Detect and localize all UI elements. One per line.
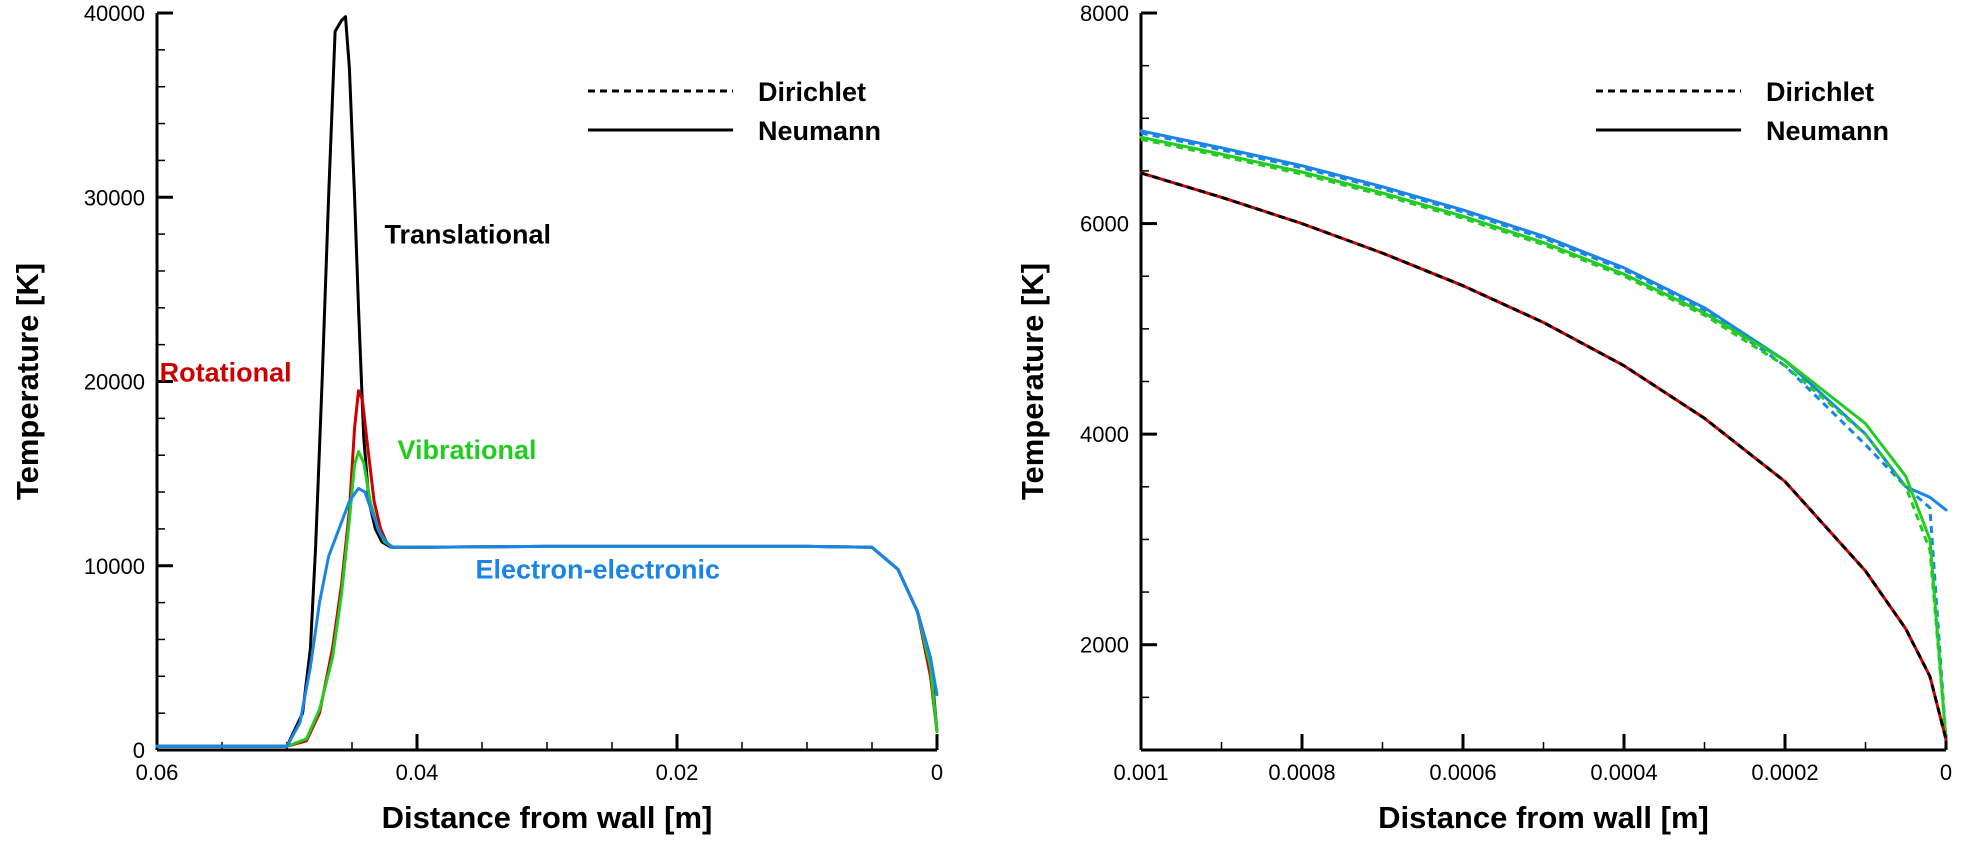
left-y-axis-title: Temperature [K] bbox=[10, 263, 45, 500]
right-x-tick-label: 0.0002 bbox=[1751, 760, 1818, 785]
right-x-tick-label: 0.001 bbox=[1113, 760, 1168, 785]
left-legend-label-neumann: Neumann bbox=[758, 116, 881, 146]
left-panel-chart: 0.06 0.04 0.02 0 0 10000 20000 30000 40000 Distan… bbox=[10, 1, 943, 835]
left-legend-label-dirichlet: Dirichlet bbox=[758, 77, 866, 107]
right-legend: Dirichlet Neumann bbox=[1596, 77, 1889, 146]
left-series-electron-electronic bbox=[155, 486, 939, 748]
right-series-electron-electronic-dirichlet bbox=[1140, 131, 1948, 740]
right-x-tick-label: 0 bbox=[1940, 760, 1952, 785]
right-panel-chart: 0.001 0.0008 0.0006 0.0004 0.0002 0 2000 4000 60… bbox=[1015, 1, 1952, 835]
left-y-tick-label: 0 bbox=[133, 738, 145, 763]
left-y-tick-label: 20000 bbox=[84, 370, 145, 395]
left-legend: Dirichlet Neumann bbox=[588, 77, 881, 146]
right-x-tick-label: 0.0006 bbox=[1429, 760, 1496, 785]
left-annotation-translational: Translational bbox=[385, 219, 552, 249]
right-series-electron-electronic-neumann bbox=[1139, 129, 1948, 512]
right-series-translational-rotational-dirichlet bbox=[1140, 171, 1948, 740]
right-legend-label-neumann: Neumann bbox=[1766, 116, 1889, 146]
left-annotation-vibrational: Vibrational bbox=[398, 435, 537, 465]
left-y-tick-label: 30000 bbox=[84, 185, 145, 210]
right-x-tick-label: 0.0008 bbox=[1268, 760, 1335, 785]
left-x-tick-label: 0 bbox=[931, 760, 943, 785]
left-x-axis-title: Distance from wall [m] bbox=[382, 800, 713, 835]
right-series-translational-rotational-neumann bbox=[1139, 171, 1948, 741]
left-x-tick-label: 0.02 bbox=[656, 760, 699, 785]
right-x-axis-title: Distance from wall [m] bbox=[1378, 800, 1709, 835]
right-y-tick-label: 2000 bbox=[1080, 633, 1129, 658]
left-series-vibrational bbox=[155, 450, 939, 748]
right-y-tick-label: 8000 bbox=[1080, 1, 1129, 26]
right-y-axis-title: Temperature [K] bbox=[1015, 263, 1050, 500]
left-x-tick-label: 0.04 bbox=[396, 760, 439, 785]
left-y-tick-label: 10000 bbox=[84, 554, 145, 579]
right-series-vibrational-neumann bbox=[1139, 135, 1948, 741]
left-annotation-rotational: Rotational bbox=[160, 358, 292, 388]
right-x-tick-label: 0.0004 bbox=[1590, 760, 1657, 785]
right-legend-label-dirichlet: Dirichlet bbox=[1766, 77, 1874, 107]
left-annotation-electron-electronic: Electron-electronic bbox=[476, 555, 721, 585]
left-y-tick-label: 40000 bbox=[84, 1, 145, 26]
right-series-vibrational-dirichlet bbox=[1140, 137, 1948, 740]
left-x-tick-label: 0.06 bbox=[136, 760, 179, 785]
right-y-tick-label: 6000 bbox=[1080, 212, 1129, 237]
right-y-tick-label: 4000 bbox=[1080, 422, 1129, 447]
